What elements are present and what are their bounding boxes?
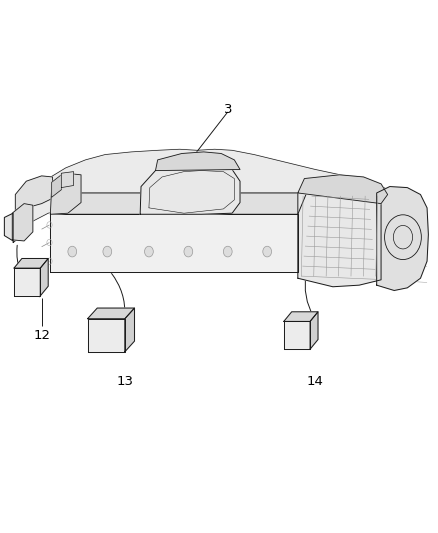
Polygon shape bbox=[284, 312, 318, 321]
Polygon shape bbox=[50, 193, 307, 214]
Circle shape bbox=[263, 246, 272, 257]
Polygon shape bbox=[298, 175, 388, 204]
Polygon shape bbox=[14, 259, 48, 268]
Polygon shape bbox=[4, 213, 13, 241]
Polygon shape bbox=[88, 308, 134, 319]
Polygon shape bbox=[377, 187, 428, 290]
Polygon shape bbox=[52, 175, 61, 197]
Polygon shape bbox=[298, 188, 381, 287]
Text: 3: 3 bbox=[223, 103, 232, 116]
Polygon shape bbox=[284, 321, 310, 349]
Polygon shape bbox=[125, 308, 134, 352]
Polygon shape bbox=[40, 259, 48, 296]
Circle shape bbox=[68, 246, 77, 257]
Polygon shape bbox=[310, 312, 318, 349]
Polygon shape bbox=[61, 172, 74, 188]
Text: 14: 14 bbox=[307, 375, 324, 387]
Circle shape bbox=[103, 246, 112, 257]
Circle shape bbox=[145, 246, 153, 257]
Polygon shape bbox=[88, 319, 125, 352]
Polygon shape bbox=[50, 173, 81, 214]
Polygon shape bbox=[140, 163, 240, 214]
Text: 12: 12 bbox=[33, 329, 50, 342]
Circle shape bbox=[223, 246, 232, 257]
Polygon shape bbox=[50, 214, 298, 272]
Polygon shape bbox=[15, 176, 53, 219]
Text: 13: 13 bbox=[117, 375, 133, 387]
Polygon shape bbox=[24, 149, 410, 232]
Circle shape bbox=[184, 246, 193, 257]
Polygon shape bbox=[155, 152, 240, 171]
Polygon shape bbox=[12, 204, 33, 241]
Polygon shape bbox=[14, 268, 40, 296]
Polygon shape bbox=[13, 208, 26, 243]
